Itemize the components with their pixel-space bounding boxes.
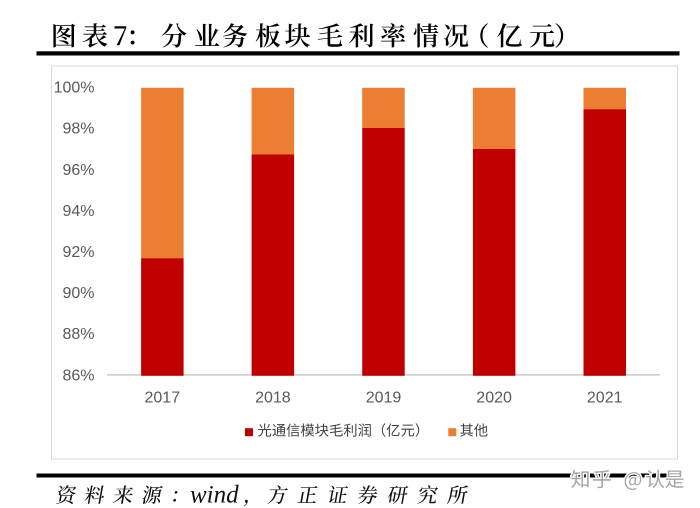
svg-text:90%: 90% xyxy=(62,285,94,302)
svg-text:2021: 2021 xyxy=(587,390,623,407)
svg-text:94%: 94% xyxy=(62,203,94,220)
svg-text:wind: wind xyxy=(190,481,239,508)
svg-text:96%: 96% xyxy=(62,162,94,179)
svg-text:92%: 92% xyxy=(62,244,94,261)
svg-text:86%: 86% xyxy=(62,367,94,384)
svg-text:2019: 2019 xyxy=(366,390,402,407)
svg-text:100%: 100% xyxy=(54,80,95,97)
svg-text:2018: 2018 xyxy=(255,390,291,407)
svg-text:2017: 2017 xyxy=(145,390,181,407)
svg-text:88%: 88% xyxy=(62,326,94,343)
svg-text:98%: 98% xyxy=(62,121,94,138)
svg-text:2020: 2020 xyxy=(476,390,512,407)
